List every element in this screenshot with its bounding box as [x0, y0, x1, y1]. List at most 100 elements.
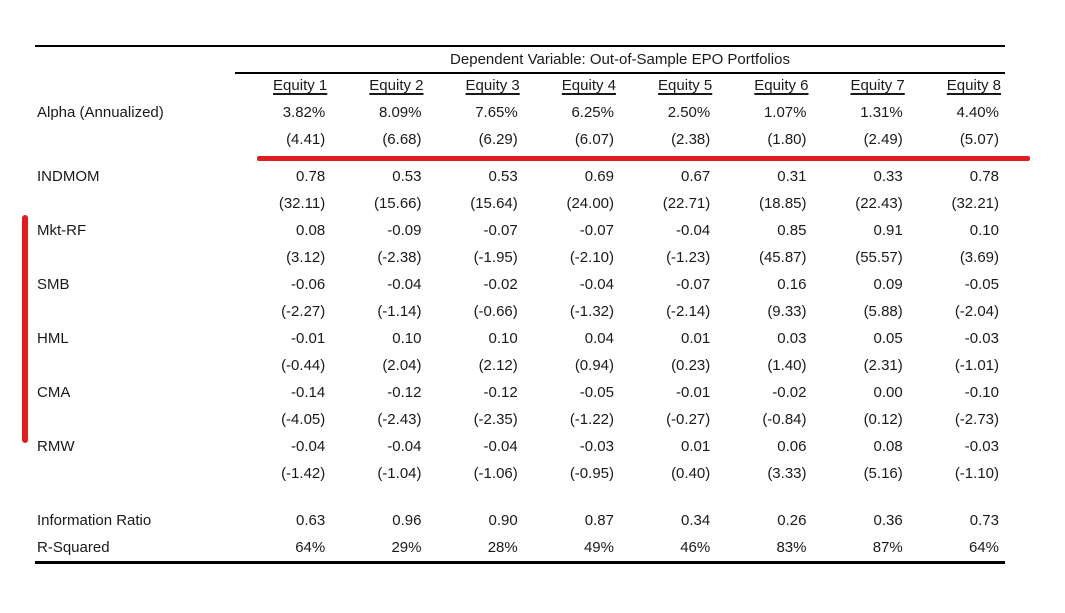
coef-cell: 0.91: [873, 222, 903, 239]
tstat-cell: (4.41): [286, 131, 326, 148]
table-title: Dependent Variable: Out-of-Sample EPO Po…: [235, 47, 1005, 74]
coef-cell: -0.02: [772, 384, 807, 401]
tstat-row: (32.11) (15.66) (15.64) (24.00) (22.71) (18.8…: [35, 190, 1005, 217]
row-label: SMB: [37, 276, 70, 293]
tstat-cell: (45.87): [758, 249, 807, 266]
tstat-row: (-4.05) (-2.43) (-2.35) (-1.22) (-0.27) (-0.8…: [35, 406, 1005, 433]
column-header: Equity 1: [235, 74, 331, 99]
coef-cell: 0.10: [969, 222, 999, 239]
coef-cell: 0.10: [392, 330, 422, 347]
coef-cell: 0.10: [488, 330, 518, 347]
coef-cell: 0.53: [488, 168, 518, 185]
row-label: Alpha (Annualized): [37, 104, 164, 121]
column-header: Equity 6: [716, 74, 812, 99]
column-header: Equity 7: [813, 74, 909, 99]
coef-cell: 0.00: [873, 384, 903, 401]
summary-cell: 87%: [872, 539, 903, 556]
summary-cell: 0.90: [488, 512, 518, 529]
summary-cell: 0.73: [969, 512, 999, 529]
coef-cell: 0.31: [777, 168, 807, 185]
tstat-cell: (-2.04): [954, 303, 999, 320]
column-header-label: Equity 2: [369, 77, 424, 94]
coef-cell: -0.03: [964, 330, 999, 347]
coef-cell: 0.04: [584, 330, 614, 347]
row-label-empty: [35, 352, 235, 379]
summary-cell: 83%: [776, 539, 807, 556]
row-label-empty: [35, 126, 235, 153]
coef-cell: 6.25%: [571, 104, 614, 121]
tstat-cell: (15.66): [373, 195, 422, 212]
coef-cell: 1.31%: [860, 104, 903, 121]
tstat-cell: (-2.43): [377, 411, 422, 428]
tstat-cell: (2.38): [671, 131, 711, 148]
tstat-row: (4.41) (6.68) (6.29) (6.07) (2.38) (1.80) (2.4…: [35, 126, 1005, 153]
coef-cell: -0.04: [483, 438, 518, 455]
tstat-cell: (-1.14): [377, 303, 422, 320]
coef-cell: 0.03: [777, 330, 807, 347]
tstat-cell: (2.31): [863, 357, 903, 374]
tstat-cell: (0.23): [671, 357, 711, 374]
coef-cell: -0.06: [291, 276, 326, 293]
column-header: Equity 4: [524, 74, 620, 99]
summary-row: R-Squared 64% 29% 28% 49% 46% 83% 87% 64%: [35, 534, 1005, 561]
row-label: RMW: [37, 438, 75, 455]
tstat-cell: (-2.35): [473, 411, 518, 428]
tstat-cell: (1.80): [767, 131, 807, 148]
coef-cell: 2.50%: [667, 104, 711, 121]
coef-cell: -0.04: [579, 276, 614, 293]
summary-cell: 0.36: [873, 512, 903, 529]
coef-cell: -0.04: [387, 276, 422, 293]
section-spacer: [35, 487, 1005, 507]
tstat-cell: (0.12): [863, 411, 903, 428]
tstat-cell: (6.07): [574, 131, 614, 148]
coef-cell: 0.08: [873, 438, 903, 455]
tstat-cell: (-2.14): [666, 303, 711, 320]
tstat-cell: (-1.04): [377, 465, 422, 482]
summary-cell: 29%: [391, 539, 422, 556]
row-label-empty: [35, 406, 235, 433]
tstat-cell: (-1.32): [569, 303, 614, 320]
coef-row: Alpha (Annualized) 3.82% 8.09% 7.65% 6.25% 2.…: [35, 99, 1005, 126]
row-label: R-Squared: [37, 539, 110, 556]
coef-cell: 0.16: [777, 276, 807, 293]
coef-cell: 0.01: [681, 330, 711, 347]
summary-cell: 49%: [583, 539, 614, 556]
table-body: Alpha (Annualized) 3.82% 8.09% 7.65% 6.25% 2.…: [35, 99, 1030, 487]
summary-cell: 28%: [487, 539, 518, 556]
coef-cell: -0.07: [483, 222, 518, 239]
coef-cell: 0.05: [873, 330, 903, 347]
coef-row: HML -0.01 0.10 0.10 0.04 0.01 0.03 0.05 -0.03: [35, 325, 1005, 352]
summary-cell: 0.34: [681, 512, 711, 529]
tstat-cell: (0.40): [671, 465, 711, 482]
tstat-cell: (55.57): [855, 249, 903, 266]
row-label-empty: [35, 190, 235, 217]
tstat-cell: (-1.10): [954, 465, 999, 482]
coef-cell: 0.01: [681, 438, 711, 455]
coef-cell: -0.05: [579, 384, 614, 401]
red-underline-annotation: [257, 156, 1030, 161]
summary-cell: 0.96: [392, 512, 422, 529]
tstat-cell: (-1.23): [666, 249, 711, 266]
coef-cell: -0.09: [387, 222, 422, 239]
coef-row: INDMOM 0.78 0.53 0.53 0.69 0.67 0.31 0.33 0.78: [35, 163, 1005, 190]
summary-cell: 64%: [968, 539, 999, 556]
coef-cell: 0.06: [777, 438, 807, 455]
column-header-label: Equity 5: [658, 77, 713, 94]
tstat-cell: (6.68): [382, 131, 422, 148]
regression-table: Dependent Variable: Out-of-Sample EPO Po…: [35, 45, 1030, 564]
coef-cell: 1.07%: [763, 104, 807, 121]
column-header: Equity 5: [620, 74, 716, 99]
row-label: Mkt-RF: [37, 222, 87, 239]
tstat-cell: (-0.27): [666, 411, 711, 428]
tstat-cell: (5.16): [863, 465, 903, 482]
column-header-label: Equity 4: [561, 77, 616, 94]
row-label-empty: [35, 298, 235, 325]
tstat-cell: (-2.27): [281, 303, 326, 320]
tstat-cell: (-1.95): [473, 249, 518, 266]
row-label-empty: [35, 460, 235, 487]
tstat-cell: (22.43): [855, 195, 903, 212]
summary-body: Information Ratio 0.63 0.96 0.90 0.87 0.34 0.2…: [35, 507, 1005, 561]
column-header-label: Equity 8: [946, 77, 1001, 94]
tstat-row: (-0.44) (2.04) (2.12) (0.94) (0.23) (1.40) (2.…: [35, 352, 1005, 379]
coef-cell: -0.04: [387, 438, 422, 455]
